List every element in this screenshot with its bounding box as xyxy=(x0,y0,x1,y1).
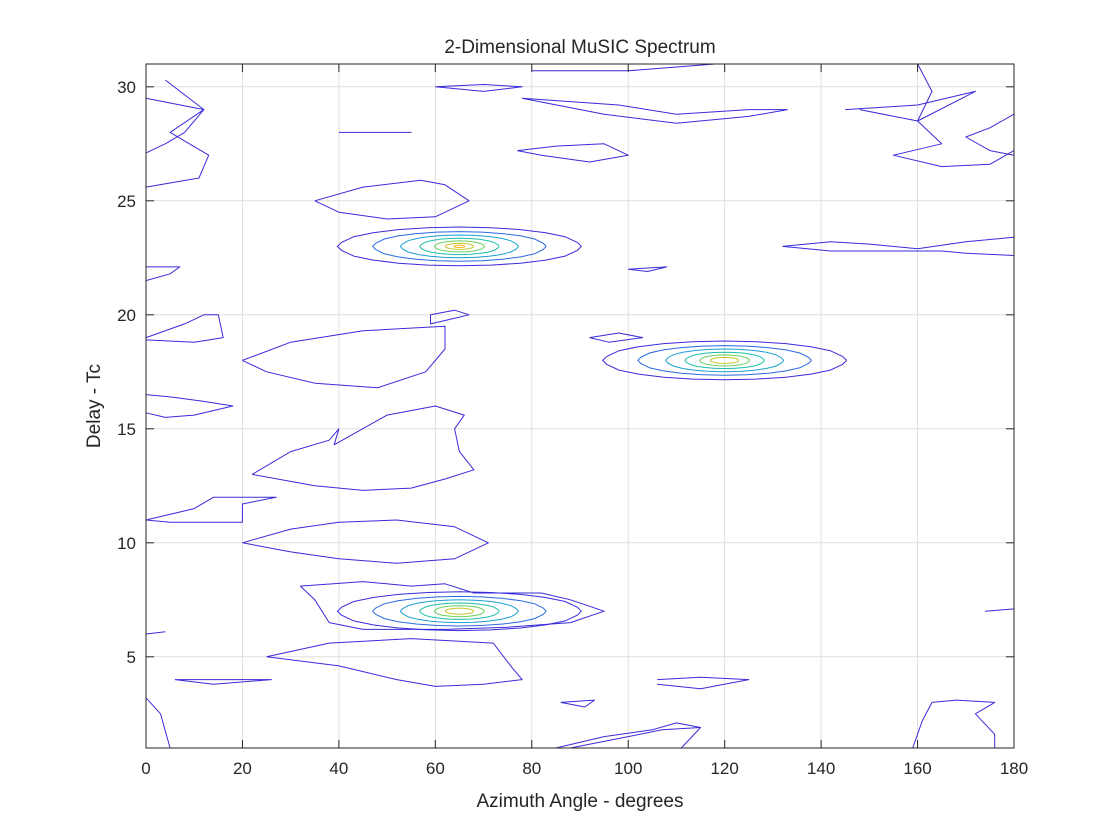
axes-box xyxy=(145,63,1015,749)
peak-contour-ring xyxy=(433,240,485,253)
x-tick-label: 80 xyxy=(522,759,541,778)
contour-line xyxy=(145,496,277,523)
contour-line xyxy=(435,84,523,92)
contour-line xyxy=(657,676,750,690)
peak-contour-ring xyxy=(419,602,500,620)
contour-line xyxy=(985,608,1015,612)
x-axis-ticks: 0 20 40 60 80 100 120 140 160 180 xyxy=(141,64,1028,778)
peak-contour-ring xyxy=(399,599,519,624)
peak-contour-ring xyxy=(444,242,475,250)
contour-line xyxy=(845,90,976,122)
axes-frame xyxy=(145,63,1015,749)
peak-contour-ring xyxy=(419,237,500,256)
contour-line xyxy=(145,314,224,343)
contour-line xyxy=(174,679,272,685)
y-tick-label: 25 xyxy=(117,192,136,211)
x-tick-label: 0 xyxy=(141,759,150,778)
y-axis-ticks: 5 10 15 20 25 30 xyxy=(117,78,1014,667)
contour-line xyxy=(145,266,181,282)
peak-contour-ring xyxy=(698,354,751,367)
contour-line xyxy=(145,697,171,749)
y-tick-label: 20 xyxy=(117,306,136,325)
x-tick-label: 180 xyxy=(1000,759,1028,778)
contour-line xyxy=(892,63,1015,168)
y-axis-label: Delay - Tc xyxy=(84,364,105,448)
peak-contour-ring xyxy=(444,607,475,615)
contour-line xyxy=(430,309,470,325)
contour-line xyxy=(589,332,644,343)
contour-line xyxy=(266,638,523,687)
peak-contour-ring xyxy=(637,345,812,376)
peak-contour-ring xyxy=(399,234,519,259)
contour-lines xyxy=(145,63,1015,749)
contour-line xyxy=(782,245,1015,256)
contour-line xyxy=(782,236,1015,250)
plot-area-background xyxy=(146,64,1014,748)
x-tick-label: 160 xyxy=(903,759,931,778)
contour-line xyxy=(299,581,605,630)
peak-contour-ring xyxy=(336,226,582,267)
contour-line xyxy=(145,79,210,188)
x-tick-label: 40 xyxy=(329,759,348,778)
y-tick-label: 5 xyxy=(127,648,136,667)
chart-title: 2-Dimensional MuSIC Spectrum xyxy=(444,37,715,58)
contour-line xyxy=(251,405,475,491)
x-tick-label: 140 xyxy=(807,759,835,778)
x-axis-label: Azimuth Angle - degrees xyxy=(476,791,683,812)
contour-line xyxy=(628,266,668,272)
x-tick-label: 60 xyxy=(426,759,445,778)
grid xyxy=(145,64,1015,748)
peak-contour-ring xyxy=(709,356,740,364)
peak-contour-ring xyxy=(664,348,785,373)
contour-line xyxy=(912,699,996,749)
peak-contour-ring xyxy=(371,595,547,627)
peak-contour-ring xyxy=(684,351,765,370)
peak-contour-ring xyxy=(453,244,466,248)
contour-line xyxy=(145,394,234,418)
contour-line xyxy=(555,722,702,749)
peak-contour-ring xyxy=(601,340,848,381)
x-tick-label: 100 xyxy=(614,759,642,778)
y-tick-label: 30 xyxy=(117,78,136,97)
peak-contour-ring xyxy=(371,231,547,262)
contour-line xyxy=(560,699,595,708)
y-tick-label: 15 xyxy=(117,420,136,439)
contour-line xyxy=(517,143,629,163)
contour-line xyxy=(680,727,701,749)
contour-line xyxy=(242,325,446,389)
x-tick-label: 20 xyxy=(233,759,252,778)
contour-line xyxy=(522,97,788,124)
y-tick-label: 10 xyxy=(117,534,136,553)
contour-line xyxy=(965,113,1015,156)
peak-contour-ring xyxy=(336,591,582,632)
contour-line xyxy=(145,631,166,635)
contour-line xyxy=(314,179,470,220)
x-tick-label: 120 xyxy=(710,759,738,778)
peak-contour-ring xyxy=(433,605,485,618)
contour-line xyxy=(242,519,489,564)
contour-line xyxy=(145,97,205,154)
